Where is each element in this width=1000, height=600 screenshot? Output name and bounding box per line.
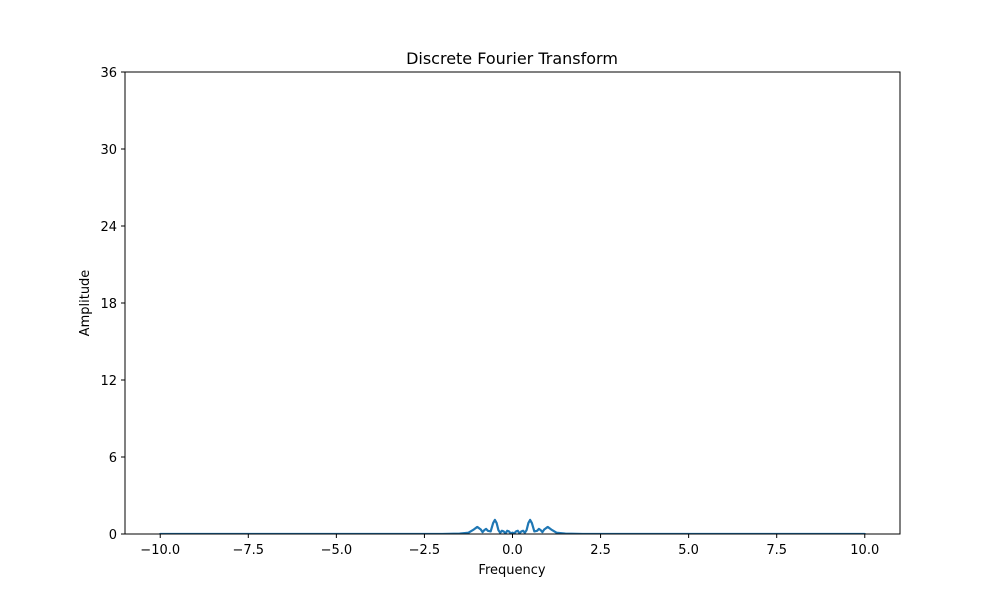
x-tick-label: 5.0 <box>678 543 699 558</box>
y-tick-label: 18 <box>100 297 117 312</box>
x-tick-label: −2.5 <box>409 543 441 558</box>
x-axis-ticks: −10.0 −7.5 −5.0 −2.5 0.0 2.5 5.0 7.5 10.0 <box>140 534 879 558</box>
y-tick-label: 30 <box>100 143 117 158</box>
x-axis-label: Frequency <box>478 563 545 578</box>
y-tick-label: 24 <box>100 220 117 235</box>
x-tick-label: −10.0 <box>140 543 180 558</box>
x-tick-label: 0.0 <box>502 543 523 558</box>
x-tick-label: −5.0 <box>321 543 353 558</box>
plot-frame <box>124 71 901 535</box>
series-line <box>159 518 866 534</box>
plot-area <box>125 72 900 534</box>
x-tick-label: −7.5 <box>233 543 265 558</box>
y-axis-ticks: 0 6 12 18 24 30 36 <box>100 66 125 543</box>
series-layer <box>159 518 866 534</box>
y-tick-label: 0 <box>109 528 117 543</box>
x-tick-label: 10.0 <box>850 543 879 558</box>
y-axis-label: Amplitude <box>78 270 93 337</box>
y-tick-label: 36 <box>100 66 117 81</box>
y-tick-label: 12 <box>100 374 117 389</box>
y-tick-label: 6 <box>109 451 117 466</box>
x-tick-label: 2.5 <box>590 543 611 558</box>
x-tick-label: 7.5 <box>766 543 787 558</box>
chart-title: Discrete Fourier Transform <box>406 49 618 68</box>
